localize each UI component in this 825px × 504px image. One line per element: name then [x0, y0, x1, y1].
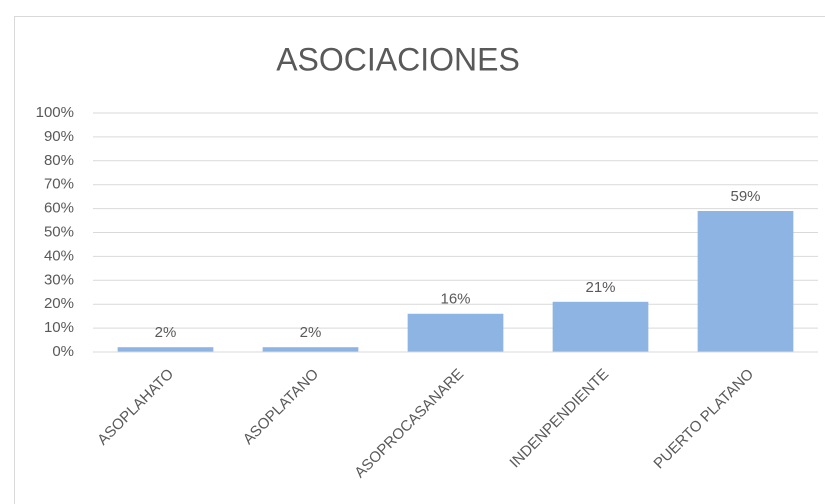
chart-title: ASOCIACIONES — [276, 41, 520, 77]
data-label: 2% — [155, 324, 177, 341]
bar — [117, 347, 214, 352]
y-tick-label: 0% — [52, 343, 74, 360]
data-label: 21% — [585, 279, 615, 296]
y-tick-label: 100% — [36, 104, 74, 121]
y-tick-label: 90% — [44, 128, 74, 145]
chart-border — [14, 16, 825, 504]
y-tick-label: 20% — [44, 295, 74, 312]
y-tick-label: 60% — [44, 200, 74, 217]
bar — [697, 210, 794, 352]
y-tick-label: 10% — [44, 319, 74, 336]
data-label: 59% — [730, 188, 760, 205]
y-tick-label: 50% — [44, 223, 74, 240]
bar — [407, 313, 504, 352]
y-tick-label: 80% — [44, 152, 74, 169]
y-tick-label: 70% — [44, 176, 74, 193]
bar — [552, 301, 649, 352]
y-tick-label: 40% — [44, 247, 74, 264]
data-label: 16% — [440, 291, 470, 308]
bar — [262, 347, 359, 352]
data-label: 2% — [300, 324, 322, 341]
y-tick-label: 30% — [44, 271, 74, 288]
